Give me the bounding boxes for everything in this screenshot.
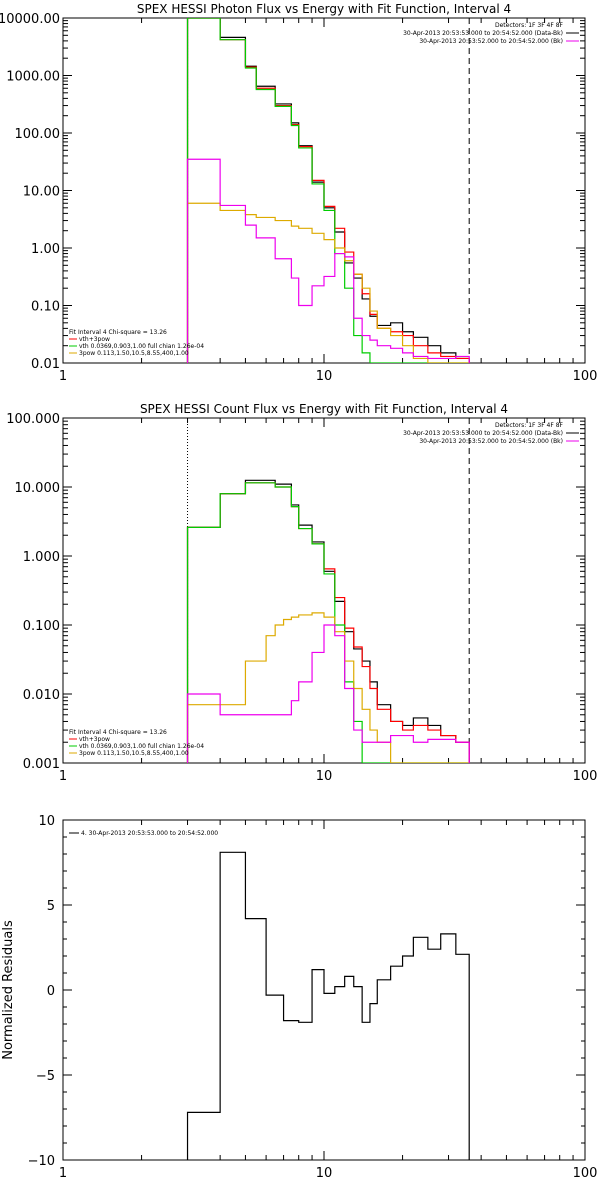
y-tick-label: 10.000 <box>15 481 61 496</box>
x-tick-label: 100 <box>573 369 598 384</box>
legend-entry: vth 0.0369,0.903,1.00 full chian 1.26e-0… <box>79 743 204 750</box>
series-line-5 <box>186 624 470 763</box>
y-tick-label: 5 <box>47 899 55 914</box>
series-line-4 <box>186 202 470 363</box>
series-line-3 <box>186 18 470 363</box>
y-tick-label: −5 <box>36 1069 55 1084</box>
legend-entry: 3pow 0.113,1.50,10.5,8.55,400,1.00 <box>79 750 189 757</box>
x-tick-label: 1 <box>59 769 67 784</box>
panel-1: SPEX HESSI Photon Flux vs Energy with Fi… <box>0 2 597 384</box>
x-tick-label: 10 <box>316 369 333 384</box>
legend-entry: 3pow 0.113,1.50,10.5,8.55,400,1.00 <box>79 350 189 357</box>
series-group <box>186 479 470 763</box>
x-tick-label: 100 <box>573 769 598 784</box>
y-tick-label: 0.010 <box>23 688 60 703</box>
series-group <box>186 18 470 363</box>
y-tick-label: 0.10 <box>31 300 60 315</box>
legend-entry: 4. 30-Apr-2013 20:53:53.000 to 20:54:52.… <box>81 830 218 837</box>
y-tick-label: 10 <box>38 814 55 829</box>
y-tick-label: −10 <box>28 1154 55 1169</box>
plot-frame <box>62 417 586 764</box>
series-group <box>186 851 470 1160</box>
y-tick-label: 1.000 <box>23 550 60 565</box>
legend-entry: Fit Interval 4 Chi-square = 13.26 <box>69 329 167 336</box>
x-tick-label: 1 <box>59 1166 67 1181</box>
legend-entry: Detectors: 1F 3F 4F 8F <box>495 422 564 429</box>
series-line-1 <box>186 479 470 763</box>
legend-entry: vth+3pow <box>79 336 110 343</box>
y-tick-label: 1000.00 <box>6 70 60 85</box>
legend-entry: vth+3pow <box>79 736 110 743</box>
chart-title: SPEX HESSI Photon Flux vs Energy with Fi… <box>137 2 511 16</box>
legend-entry: Fit Interval 4 Chi-square = 13.26 <box>69 729 167 736</box>
y-tick-label: 1.00 <box>31 242 60 257</box>
legend-entry: 30-Apr-2013 20:53:52.000 to 20:54:52.000… <box>419 438 563 445</box>
panel-3: 1 10 100 −10 −5 0 5 10 Normalized Residuals 4. 30… <box>1 814 597 1181</box>
y-tick-label: 10.00 <box>23 185 60 200</box>
legend-entry: 30-Apr-2013 20:53:53.000 to 20:54:52.000… <box>403 430 563 437</box>
y-tick-label: 0.001 <box>23 757 60 772</box>
series-line-1 <box>186 18 470 363</box>
series-line-1 <box>186 851 470 1160</box>
y-tick-label: 10000.00 <box>0 12 60 27</box>
y-axis-label: Normalized Residuals <box>1 920 16 1060</box>
series-line-2 <box>186 482 470 763</box>
series-line-5 <box>186 158 470 363</box>
panel-2: SPEX HESSI Count Flux vs Energy with Fit… <box>6 402 597 784</box>
legend-entry: 30-Apr-2013 20:53:52.000 to 20:54:52.000… <box>419 38 563 45</box>
y-tick-label: 100.000 <box>6 412 60 427</box>
chart-title: SPEX HESSI Count Flux vs Energy with Fit… <box>140 402 508 416</box>
legend-entry: Detectors: 1F 3F 4F 8F <box>495 22 564 29</box>
legend-entry: 30-Apr-2013 20:53:53.000 to 20:54:52.000… <box>403 30 563 37</box>
y-tick-label: 0.100 <box>23 619 60 634</box>
y-tick-label: 0 <box>47 984 55 999</box>
series-line-2 <box>186 18 470 363</box>
x-tick-label: 10 <box>316 769 333 784</box>
x-tick-label: 1 <box>59 369 67 384</box>
series-line-4 <box>186 612 470 763</box>
series-line-3 <box>186 482 470 763</box>
y-tick-label: 0.01 <box>31 357 60 372</box>
y-tick-label: 100.00 <box>15 127 61 142</box>
x-tick-label: 100 <box>573 1166 598 1181</box>
x-tick-label: 10 <box>316 1166 333 1181</box>
legend-entry: vth 0.0369,0.903,1.00 full chian 1.26e-0… <box>79 343 204 350</box>
